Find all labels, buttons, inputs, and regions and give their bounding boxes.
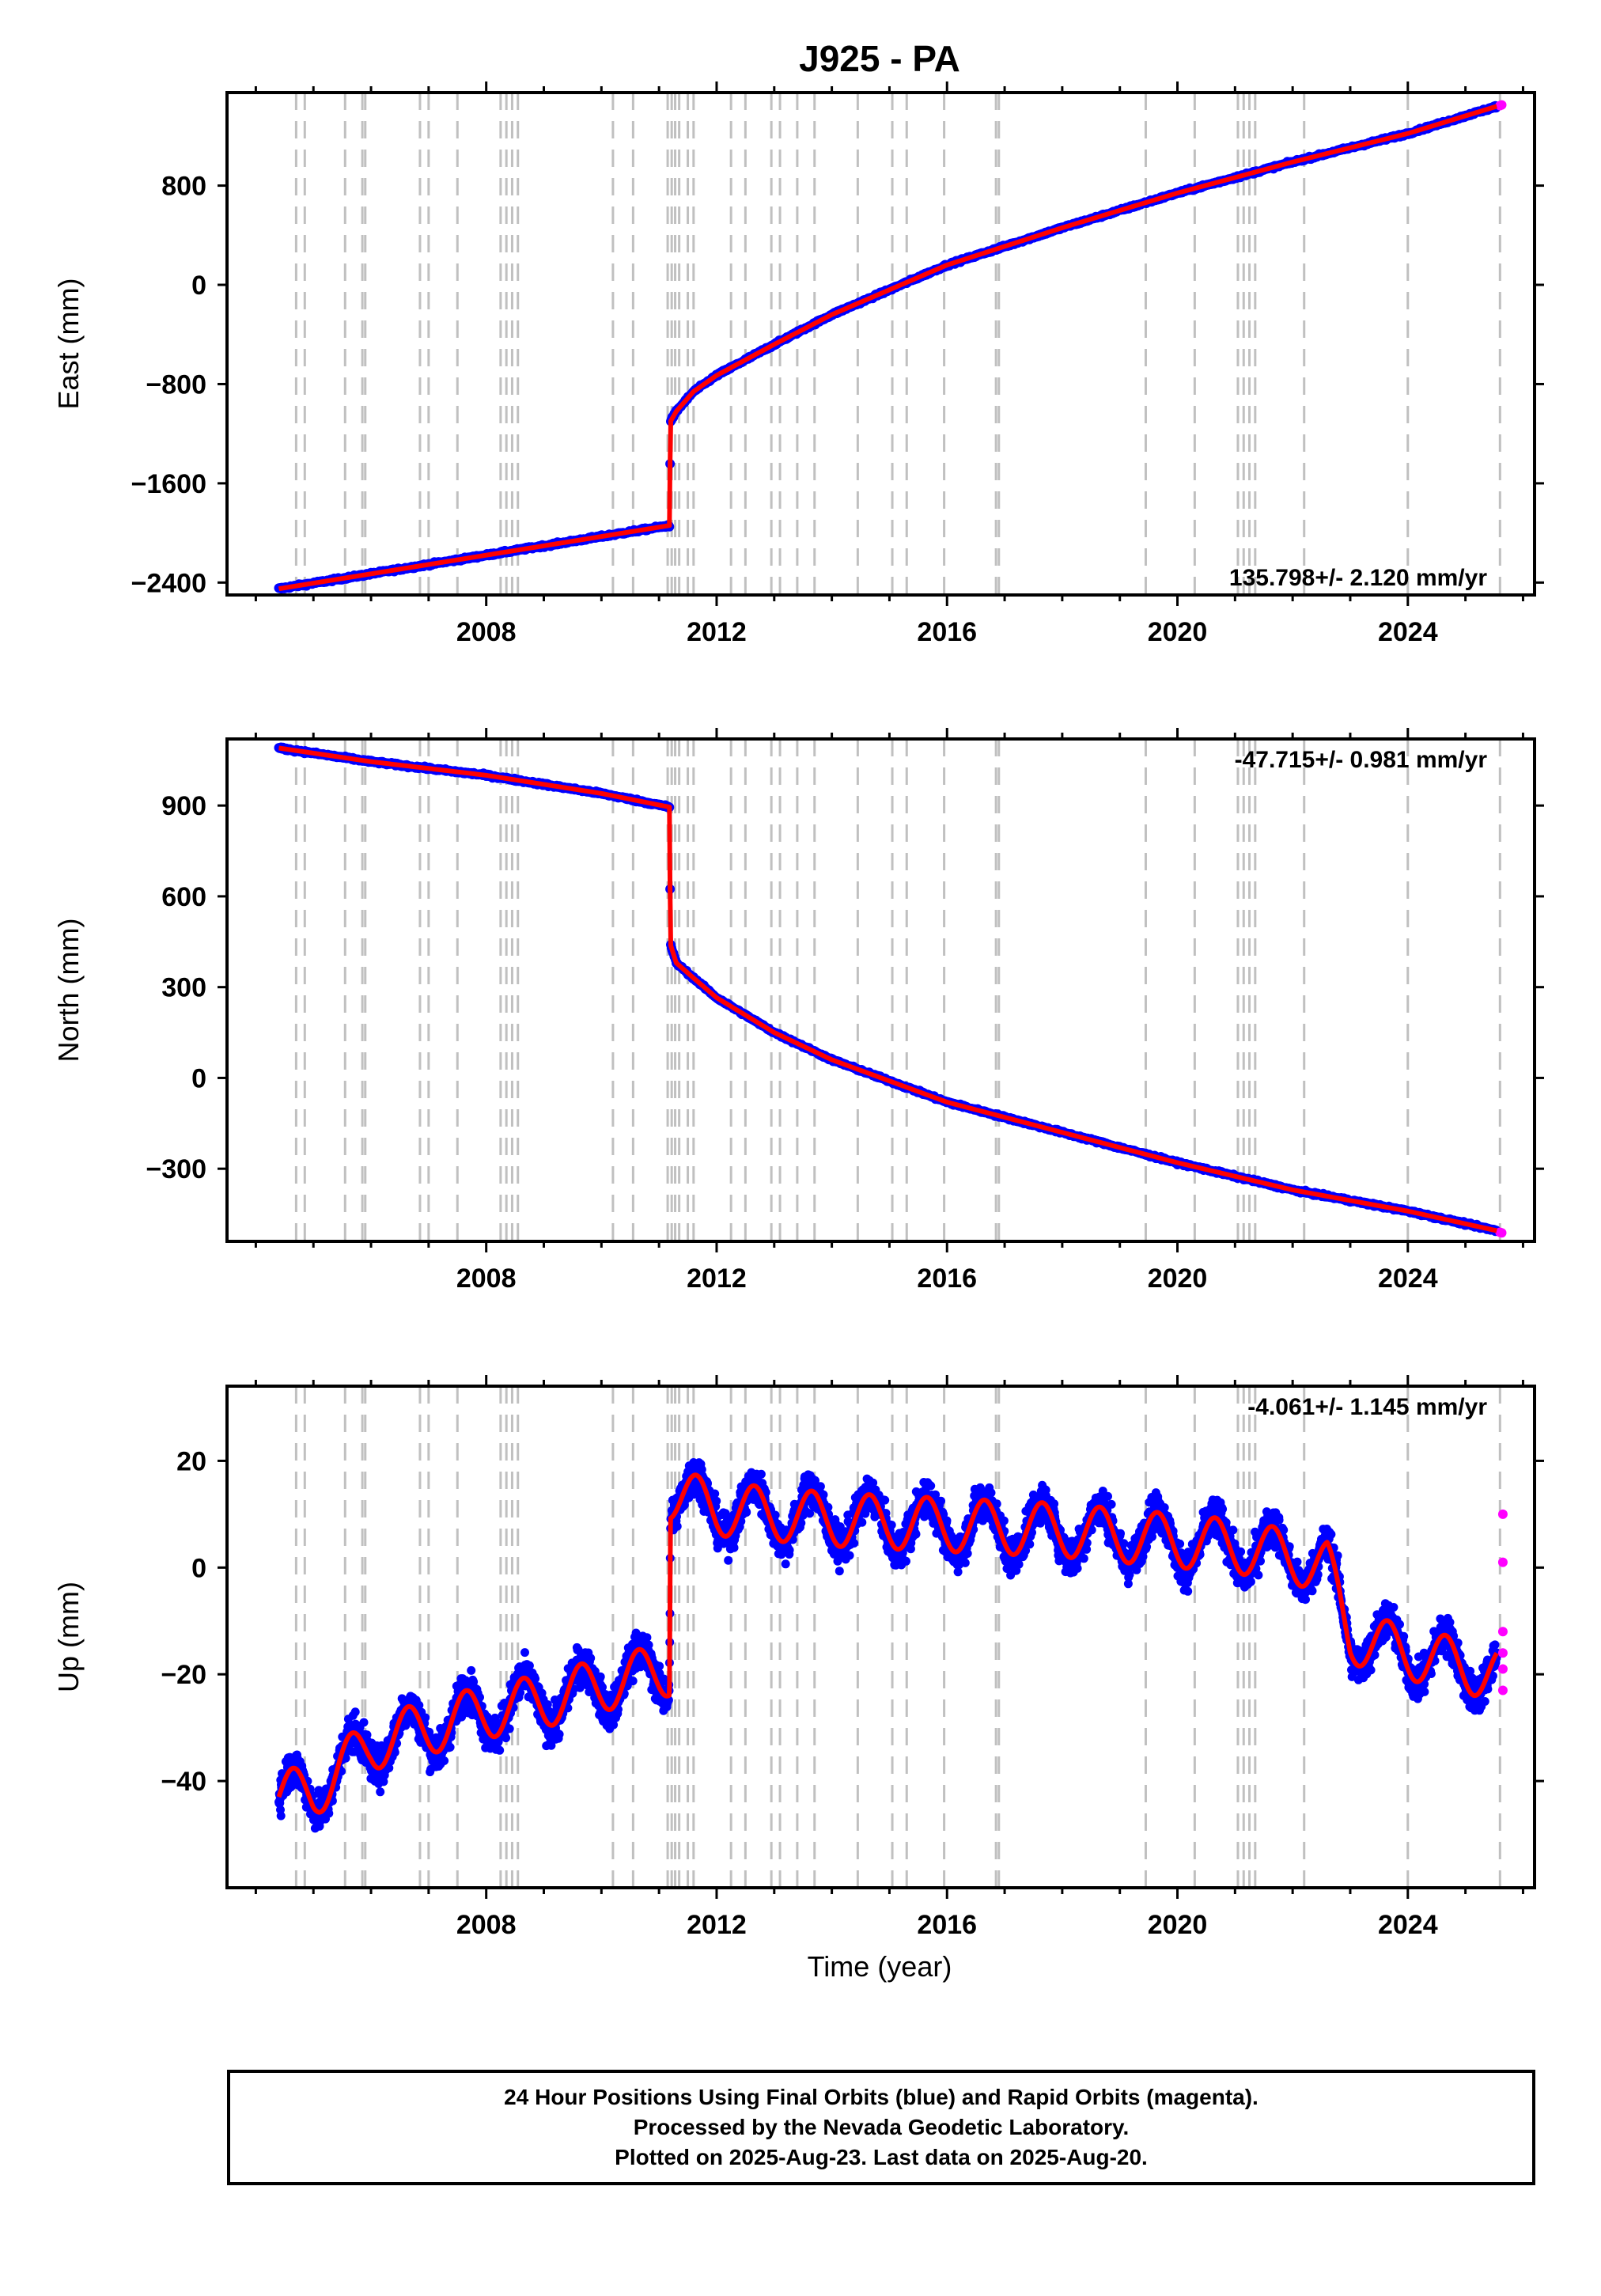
y-tick-label: 0 (191, 271, 206, 301)
x-tick-label: 2008 (456, 617, 517, 647)
final-orbit-point (421, 1713, 430, 1722)
x-tick-label: 2008 (456, 1264, 517, 1294)
plot-frame (225, 737, 1536, 1243)
final-orbit-point (505, 1724, 514, 1733)
y-axis: −2400 −1600 −800 0 800 (131, 172, 1544, 598)
y-tick-label: −1600 (131, 469, 207, 499)
y-tick-label: 0 (191, 1063, 206, 1093)
y-tick-label: −300 (146, 1154, 206, 1184)
panel-north: −300 0 300 600 900 2008 2012 2016 2020 2024 North … (52, 728, 1544, 1294)
x-tick-label: 2012 (687, 617, 747, 647)
final-orbit-point (520, 1648, 529, 1658)
y-tick-label: 600 (161, 882, 206, 912)
final-orbit-point (350, 1707, 360, 1717)
y-tick-label: 800 (161, 172, 206, 202)
panel-east: −2400 −1600 −800 0 800 2008 2012 2016 2020 2024 Ea… (52, 81, 1544, 647)
final-orbit-point (495, 1745, 505, 1755)
final-orbit-point (554, 1730, 564, 1739)
y-tick-label: −800 (146, 369, 206, 400)
final-orbit-point (445, 1742, 455, 1752)
x-tick-label: 2016 (917, 617, 977, 647)
final-orbit-points (274, 742, 1502, 1237)
x-tick-label: 2020 (1148, 617, 1208, 647)
model-line (277, 104, 1499, 592)
final-orbit-point (276, 1811, 286, 1821)
y-axis-label: East (mm) (52, 278, 85, 410)
final-orbit-point (531, 1674, 540, 1684)
final-orbit-point (376, 1787, 385, 1797)
y-tick-label: −2400 (131, 568, 207, 598)
rate-label: 135.798+/- 2.120 mm/yr (1229, 565, 1487, 591)
x-tick-label: 2024 (1378, 617, 1438, 647)
event-lines (294, 93, 1501, 595)
x-tick-label: 2016 (917, 1264, 977, 1294)
panels: −2400 −1600 −800 0 800 2008 2012 2016 2020 2024 Ea… (52, 81, 1544, 1940)
rate-label: -47.715+/- 0.981 mm/yr (1235, 747, 1488, 773)
final-orbit-point (440, 1756, 449, 1765)
final-orbit-point (359, 1718, 369, 1727)
rapid-orbit-point (1497, 100, 1507, 110)
final-orbit-point (501, 1733, 511, 1743)
final-orbit-points (274, 100, 1502, 593)
y-axis-label: North (mm) (52, 919, 85, 1063)
x-tick-label: 2012 (687, 1264, 747, 1294)
chart-title: J925 - PA (799, 38, 960, 79)
y-tick-label: 300 (161, 973, 206, 1003)
x-axis: 2008 2012 2016 2020 2024 (254, 728, 1524, 1294)
rapid-orbit-point (1497, 1228, 1507, 1238)
event-lines (294, 1386, 1501, 1888)
y-axis: −300 0 300 600 900 (146, 791, 1544, 1184)
y-tick-label: 900 (161, 791, 206, 821)
event-lines (294, 739, 1501, 1241)
x-tick-label: 2024 (1378, 1264, 1438, 1294)
x-tick-label: 2020 (1148, 1264, 1208, 1294)
plot-frame (225, 91, 1536, 597)
model-line (277, 745, 1499, 1233)
final-orbit-point (467, 1665, 476, 1675)
